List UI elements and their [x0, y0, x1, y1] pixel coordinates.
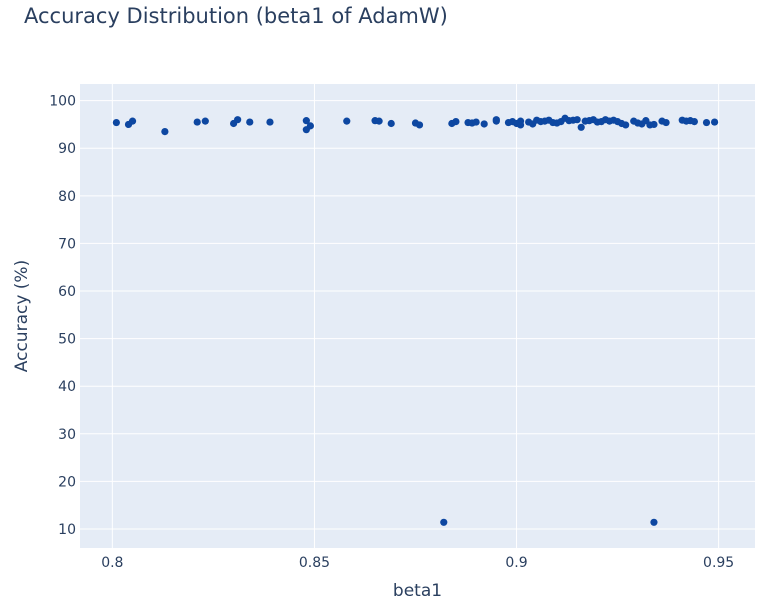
- y-tick-label: 50: [58, 332, 76, 348]
- gridlines: [80, 84, 755, 548]
- data-point[interactable]: [452, 117, 460, 126]
- x-tick-label: 0.95: [703, 555, 734, 571]
- y-tick-label: 70: [58, 236, 76, 252]
- data-point[interactable]: [573, 116, 581, 124]
- x-axis-title: beta1: [393, 581, 442, 601]
- data-point[interactable]: [302, 117, 310, 125]
- x-tick-label: 0.85: [299, 555, 330, 571]
- y-tick-label: 90: [58, 141, 76, 157]
- data-point[interactable]: [112, 118, 120, 127]
- y-tick-label: 20: [58, 474, 76, 490]
- data-point[interactable]: [246, 118, 254, 126]
- data-point[interactable]: [650, 120, 658, 129]
- data-point[interactable]: [472, 118, 480, 126]
- x-tick-label: 0.8: [101, 555, 123, 571]
- data-point[interactable]: [387, 119, 395, 128]
- y-tick-label: 30: [58, 427, 76, 443]
- data-point[interactable]: [702, 118, 711, 127]
- data-point[interactable]: [516, 121, 525, 129]
- data-point[interactable]: [375, 117, 383, 125]
- data-point[interactable]: [650, 518, 658, 526]
- data-point[interactable]: [690, 117, 698, 126]
- data-point[interactable]: [710, 118, 719, 126]
- data-point[interactable]: [440, 518, 448, 526]
- y-tick-label: 100: [49, 94, 76, 110]
- data-point[interactable]: [234, 116, 242, 124]
- y-tick-label: 40: [58, 379, 76, 395]
- y-tick-label: 10: [58, 522, 76, 538]
- data-point[interactable]: [306, 122, 314, 130]
- y-tick-label: 80: [58, 189, 76, 205]
- data-point[interactable]: [662, 118, 670, 127]
- tick-labels: 10 20 30 40 50 60 70 80 90 100 0.8 0.85 0.9 0.95: [49, 94, 734, 571]
- x-tick-label: 0.9: [505, 555, 527, 571]
- plot-area: [80, 84, 755, 548]
- data-point[interactable]: [577, 123, 585, 131]
- y-tick-label: 60: [58, 284, 76, 300]
- data-point[interactable]: [161, 127, 169, 136]
- data-point[interactable]: [415, 121, 424, 129]
- chart-title: Accuracy Distribution (beta1 of AdamW): [24, 4, 448, 28]
- data-point[interactable]: [201, 117, 209, 125]
- data-point[interactable]: [480, 120, 488, 128]
- data-point[interactable]: [193, 118, 201, 126]
- data-point[interactable]: [128, 117, 137, 125]
- y-axis-title: Accuracy (%): [12, 260, 32, 372]
- data-point[interactable]: [343, 117, 351, 125]
- data-points: [112, 114, 719, 526]
- data-point[interactable]: [492, 116, 500, 124]
- data-point[interactable]: [622, 121, 630, 129]
- data-point[interactable]: [266, 118, 274, 126]
